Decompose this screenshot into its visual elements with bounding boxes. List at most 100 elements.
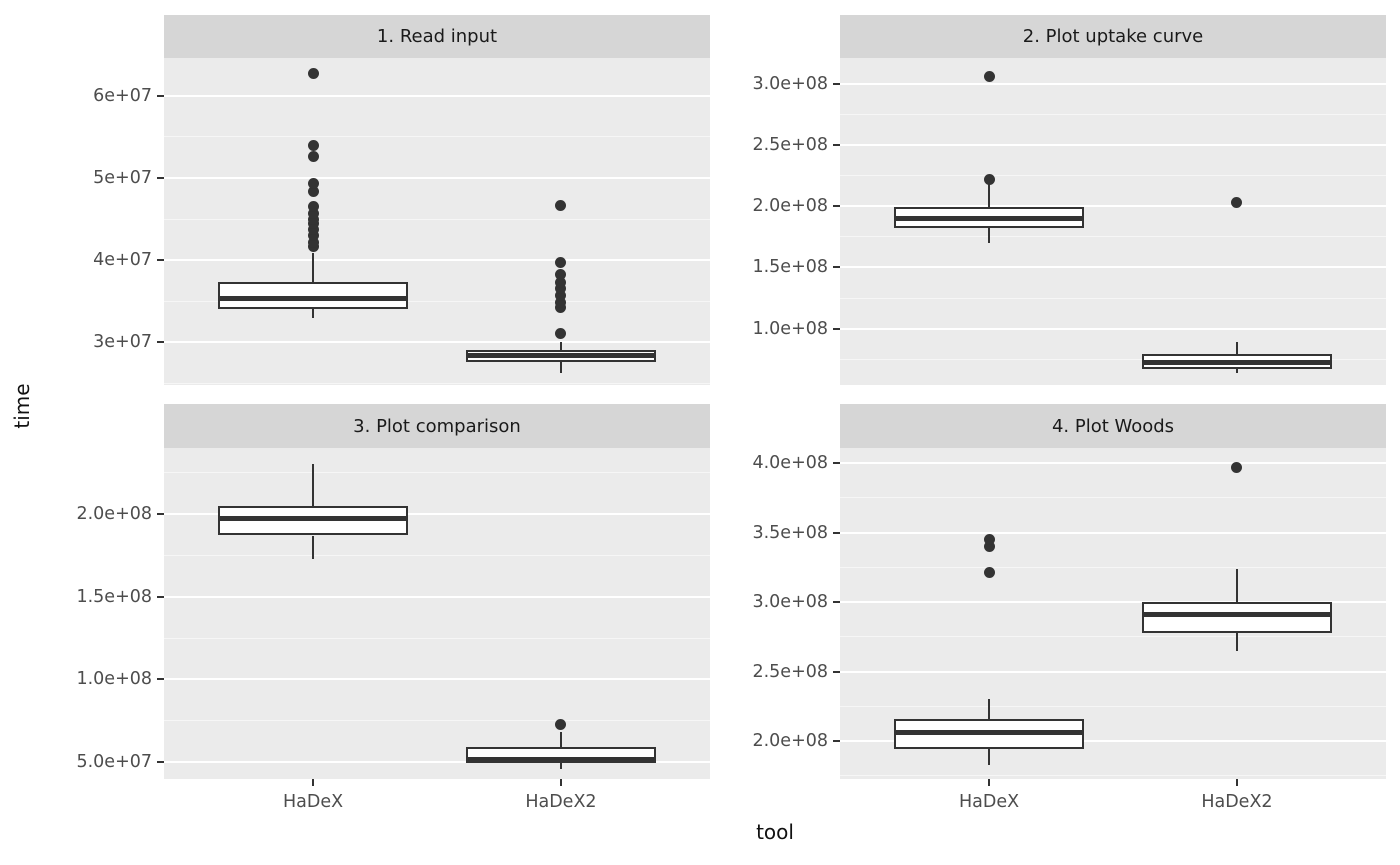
y-tick-mark (157, 341, 164, 344)
gridline-major (840, 327, 1386, 330)
boxplot-median-line (218, 516, 409, 522)
boxplot-upper-whisker (1235, 342, 1238, 355)
gridline-major (840, 266, 1386, 269)
gridline-major (164, 341, 710, 344)
gridline-major (840, 531, 1386, 534)
boxplot-median-line (218, 296, 409, 302)
gridline-minor (164, 637, 710, 639)
y-tick-label: 1.0e+08 (752, 318, 828, 339)
gridline-major (840, 143, 1386, 146)
gridline-minor (840, 497, 1386, 499)
gridline-minor (164, 218, 710, 220)
gridline-minor (840, 358, 1386, 360)
outlier-dot (307, 201, 319, 213)
gridline-minor (840, 297, 1386, 299)
boxplot-upper-whisker (988, 182, 991, 208)
x-tick-mark (312, 779, 315, 786)
y-tick-mark (833, 601, 840, 604)
boxplot-upper-whisker (1235, 568, 1238, 603)
gridline-minor (840, 236, 1386, 238)
gridline-major (164, 94, 710, 97)
boxplot-lower-whisker (312, 308, 315, 318)
outlier-dot (983, 540, 995, 552)
boxplot-upper-whisker (559, 732, 562, 748)
y-tick-label: 1.0e+08 (76, 669, 152, 690)
x-tick-label: HaDeX (282, 792, 344, 812)
y-tick-mark (833, 670, 840, 673)
gridline-minor (164, 720, 710, 722)
y-tick-mark (833, 205, 840, 208)
outlier-dot (555, 276, 567, 288)
outlier-dot (307, 140, 319, 152)
facet-panel (840, 58, 1386, 385)
boxplot-median-line (1141, 360, 1332, 366)
y-tick-label: 1.5e+08 (76, 586, 152, 607)
y-tick-mark (833, 143, 840, 146)
facet-strip-title: 4. Plot Woods (1051, 415, 1175, 437)
gridline-minor (840, 775, 1386, 777)
outlier-dot (983, 173, 995, 185)
boxplot-upper-whisker (312, 464, 315, 506)
y-tick-mark (157, 678, 164, 681)
outlier-dot (555, 289, 567, 301)
y-tick-label: 4.0e+08 (752, 453, 828, 473)
y-tick-mark (157, 595, 164, 598)
gridline-major (840, 205, 1386, 208)
boxplot-upper-whisker (312, 252, 315, 283)
outlier-dot (307, 213, 319, 225)
gridline-minor (164, 472, 710, 474)
y-tick-label: 1.5e+08 (752, 257, 828, 278)
x-tick-label: HaDeX2 (525, 792, 597, 812)
outlier-dot (983, 70, 995, 82)
outlier-dot (555, 283, 567, 295)
boxplot-lower-whisker (988, 228, 991, 243)
outlier-dot (555, 200, 567, 212)
gridline-major (164, 176, 710, 179)
y-tick-mark (833, 266, 840, 269)
outlier-dot (555, 257, 567, 269)
gridline-minor (840, 175, 1386, 177)
gridline-minor (840, 566, 1386, 568)
y-tick-label: 3.0e+08 (752, 592, 828, 613)
outlier-dot (307, 207, 319, 219)
y-tick-label: 3.5e+08 (752, 522, 828, 543)
boxplot-lower-whisker (1235, 369, 1238, 373)
facet-strip-title: 3. Plot comparison (353, 415, 521, 437)
boxplot-box (1141, 602, 1332, 633)
boxplot-median-line (1141, 612, 1332, 618)
boxplot-median-line (894, 215, 1085, 221)
outlier-dot (555, 296, 567, 308)
outlier-dot (307, 224, 319, 236)
outlier-dot (555, 269, 567, 281)
gridline-minor (164, 300, 710, 302)
boxplot-lower-whisker (312, 535, 315, 559)
outlier-dot (555, 302, 567, 314)
gridline-major (840, 670, 1386, 673)
y-tick-mark (833, 462, 840, 464)
outlier-dot (983, 567, 995, 579)
y-tick-mark (833, 82, 840, 85)
outlier-dot (307, 229, 319, 241)
outlier-dot (307, 68, 319, 80)
y-tick-label: 2.0e+08 (752, 196, 828, 217)
y-tick-label: 6e+07 (93, 85, 152, 106)
boxplot-lower-whisker (559, 361, 562, 374)
y-tick-label: 5.0e+07 (76, 752, 152, 773)
outlier-dot (307, 186, 319, 198)
x-tick-mark (988, 779, 991, 786)
y-tick-mark (157, 259, 164, 262)
gridline-major (840, 601, 1386, 604)
x-tick-label: HaDeX (958, 792, 1020, 812)
boxplot-box (218, 282, 409, 309)
facet-panel (840, 448, 1386, 779)
boxplot-lower-whisker (988, 749, 991, 765)
gridline-major (840, 740, 1386, 743)
x-tick-mark (559, 779, 562, 786)
gridline-major (164, 678, 710, 681)
facet-strip-title: 1. Read input (376, 26, 498, 47)
y-tick-label: 4e+07 (93, 250, 152, 271)
facet-strip: 2. Plot uptake curve (840, 15, 1386, 58)
y-tick-label: 2.0e+08 (76, 504, 152, 524)
y-axis-title: time (10, 383, 34, 429)
